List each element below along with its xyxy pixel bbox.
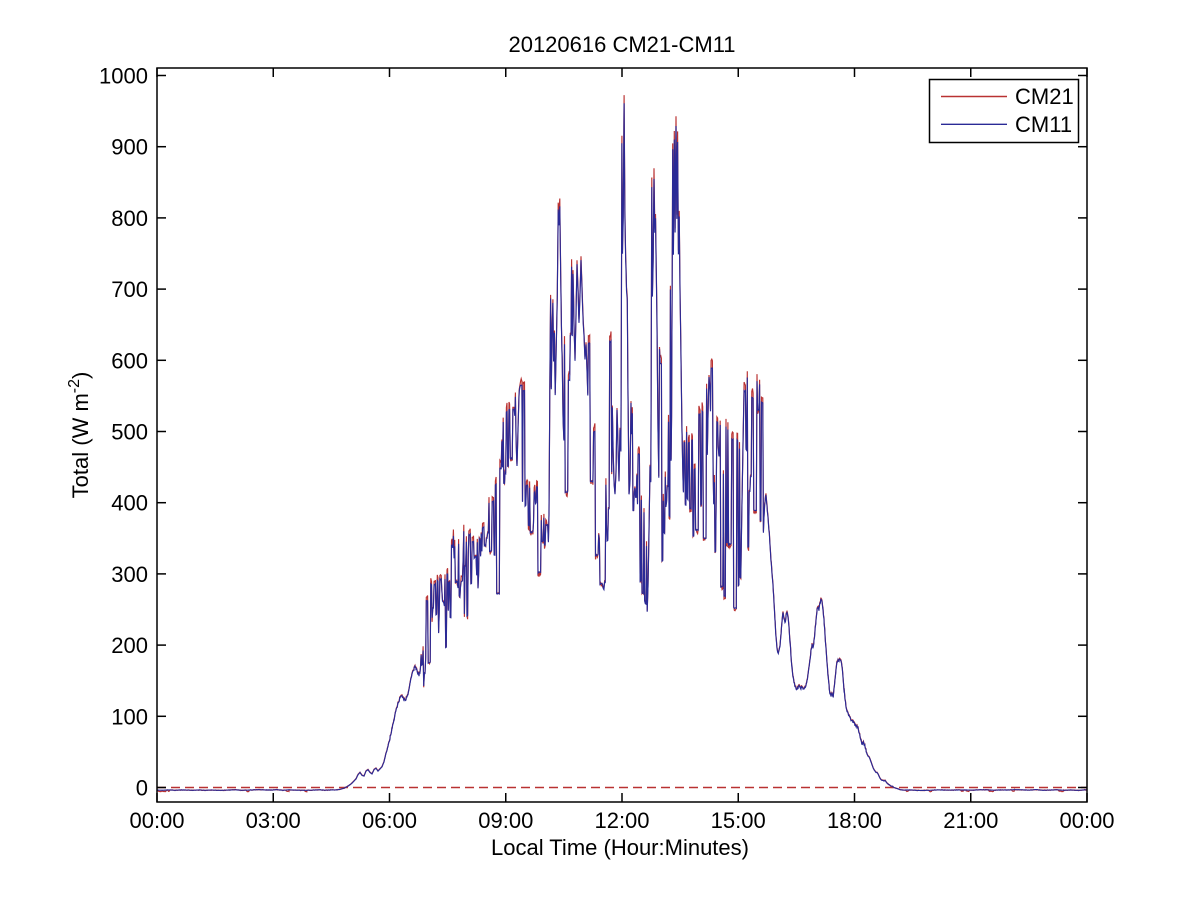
svg-text:CM11: CM11: [1015, 112, 1072, 137]
svg-text:18:00: 18:00: [827, 808, 882, 833]
svg-text:700: 700: [111, 277, 148, 302]
svg-text:100: 100: [111, 704, 148, 729]
svg-text:CM21: CM21: [1015, 84, 1074, 109]
svg-text:12:00: 12:00: [594, 808, 649, 833]
svg-text:1000: 1000: [99, 64, 148, 89]
svg-text:800: 800: [111, 206, 148, 231]
svg-text:400: 400: [111, 491, 148, 516]
svg-text:0: 0: [136, 776, 148, 801]
svg-text:15:00: 15:00: [711, 808, 766, 833]
svg-text:09:00: 09:00: [478, 808, 533, 833]
svg-text:21:00: 21:00: [943, 808, 998, 833]
svg-text:00:00: 00:00: [129, 808, 184, 833]
svg-text:500: 500: [111, 420, 148, 445]
svg-text:600: 600: [111, 348, 148, 373]
svg-text:20120616 CM21-CM11: 20120616 CM21-CM11: [508, 32, 735, 57]
svg-text:00:00: 00:00: [1059, 808, 1114, 833]
svg-text:Local Time (Hour:Minutes): Local Time (Hour:Minutes): [491, 835, 749, 860]
svg-text:03:00: 03:00: [246, 808, 301, 833]
svg-text:900: 900: [111, 135, 148, 160]
svg-text:200: 200: [111, 633, 148, 658]
svg-text:300: 300: [111, 562, 148, 587]
svg-text:06:00: 06:00: [362, 808, 417, 833]
